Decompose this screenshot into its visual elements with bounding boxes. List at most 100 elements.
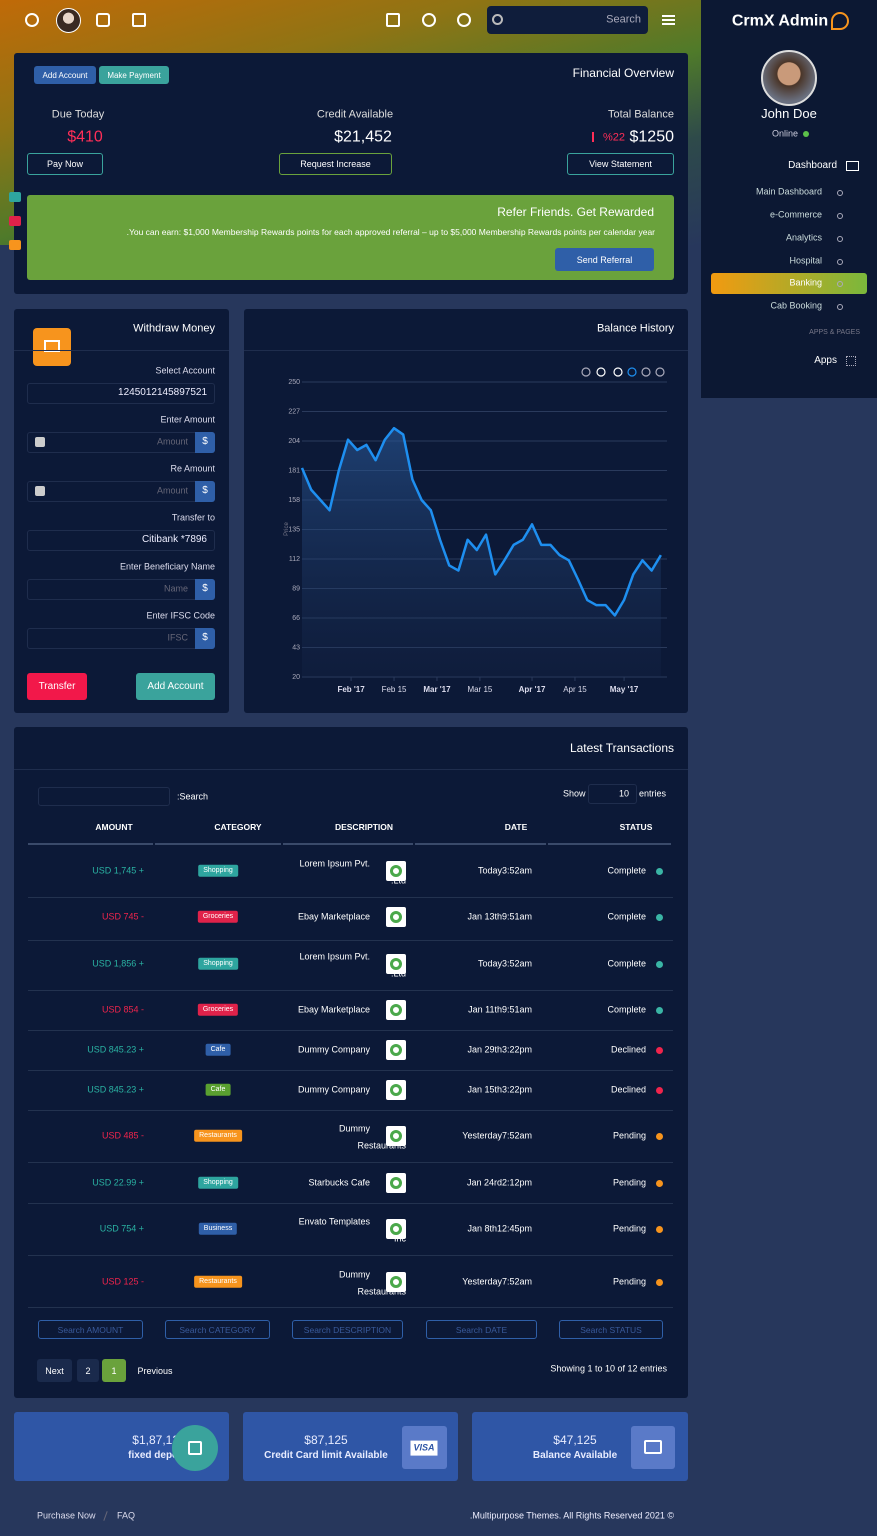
- addon-label: $: [202, 485, 208, 496]
- down-arrow: [592, 132, 594, 142]
- menu-item[interactable]: Banking: [789, 277, 822, 288]
- send-referral-btn[interactable]: Send Referral: [555, 248, 654, 271]
- menu-item[interactable]: e-Commerce: [769, 209, 822, 220]
- menu-icon: [662, 19, 675, 21]
- table-info: Showing 1 to 10 of 12 entries: [550, 1363, 667, 1374]
- input[interactable]: [27, 383, 215, 404]
- amount: USD 1,745 +: [92, 865, 144, 876]
- menu-bullet: [837, 281, 843, 287]
- icon: [457, 13, 471, 27]
- date: Today3:52am: [477, 865, 532, 876]
- row-border: [28, 1307, 673, 1308]
- column-search[interactable]: [426, 1320, 537, 1339]
- entries-select[interactable]: [588, 784, 637, 804]
- withdraw-icon: [33, 328, 71, 366]
- card-label: fixed deposit: [128, 1450, 190, 1461]
- input[interactable]: [27, 530, 215, 551]
- column-header[interactable]: DESCRIPTION: [334, 821, 394, 832]
- menu-icon: [662, 23, 675, 25]
- date: Jan 15th3:22pm: [467, 1084, 532, 1095]
- status-dot: [656, 1007, 663, 1014]
- date: Jan 11th9:51am: [468, 1004, 532, 1015]
- stat-label: Due Today: [51, 108, 105, 121]
- addon: [195, 579, 215, 600]
- transfer-btn[interactable]: Transfer: [27, 673, 87, 700]
- row-border: [28, 897, 673, 898]
- menu-item[interactable]: Cab Booking: [770, 300, 822, 311]
- menu-item[interactable]: Main Dashboard: [755, 186, 822, 197]
- menu-bullet: [837, 213, 843, 219]
- menu-bullet: [837, 236, 843, 242]
- card-icon-glyph: [188, 1441, 202, 1455]
- row-border: [28, 1203, 673, 1204]
- icon: [96, 13, 110, 27]
- column-search[interactable]: [38, 1320, 143, 1339]
- status: Pending: [612, 1223, 646, 1234]
- view-statement-btn[interactable]: View Statement: [567, 153, 674, 175]
- row-border: [28, 1162, 673, 1163]
- add-account-btn[interactable]: Add Account: [34, 66, 96, 84]
- column-header[interactable]: DATE: [504, 821, 528, 832]
- toolbar-icon: [627, 367, 637, 377]
- page-next[interactable]: Next: [37, 1359, 72, 1382]
- footer-link[interactable]: FAQ: [117, 1510, 136, 1521]
- brand: CrmX Admin: [731, 12, 829, 30]
- menu-icon: [662, 15, 675, 17]
- transactions-panel: [14, 727, 688, 1398]
- column-search[interactable]: [165, 1320, 270, 1339]
- column-search[interactable]: [559, 1320, 663, 1339]
- request-increase-btn[interactable]: Request Increase: [279, 153, 392, 175]
- card-icon-glyph: [644, 1440, 662, 1454]
- description: Lorem Ipsum Pvt.: [299, 951, 370, 962]
- icon: [422, 13, 436, 27]
- menu-bullet: [837, 190, 843, 196]
- addon-label: $: [202, 632, 208, 643]
- referral-title: Refer Friends. Get Rewarded: [497, 204, 654, 219]
- make-payment-btn[interactable]: Make Payment: [99, 66, 169, 84]
- page-previous[interactable]: Previous: [137, 1365, 173, 1376]
- search-input[interactable]: [38, 787, 170, 806]
- amount: USD 845.23 +: [87, 1084, 144, 1095]
- status-dot: [656, 961, 663, 968]
- menu-apps[interactable]: Apps: [814, 355, 837, 366]
- field-label: Enter Beneficiary Name: [119, 561, 215, 572]
- category-badge: Restaurants: [194, 1275, 242, 1289]
- page-2[interactable]: 2: [77, 1359, 99, 1382]
- menu-item[interactable]: Hospital: [789, 255, 822, 266]
- avatar: [56, 8, 81, 33]
- side-icon: [9, 240, 21, 250]
- x-tick-label: Mar 15: [467, 685, 492, 694]
- page-1[interactable]: 1: [102, 1359, 126, 1382]
- column-search-placeholder: Search CATEGORY: [179, 1324, 256, 1335]
- description: Dummy: [339, 1269, 370, 1280]
- row-border: [28, 1030, 673, 1031]
- column-header[interactable]: STATUS: [619, 821, 653, 832]
- column-header[interactable]: CATEGORY: [214, 821, 262, 832]
- divider: [14, 350, 229, 351]
- status-dot: [656, 1087, 663, 1094]
- column-search-placeholder: Search STATUS: [580, 1324, 642, 1335]
- footer-link[interactable]: Purchase Now: [37, 1510, 96, 1521]
- field-label: Enter IFSC Code: [146, 610, 215, 621]
- y-tick-label: 227: [288, 409, 300, 416]
- category-badge: Cafe: [205, 1083, 231, 1097]
- amount: USD 854 -: [101, 1004, 144, 1015]
- column-search[interactable]: [292, 1320, 403, 1339]
- merchant-glyph: [390, 1084, 402, 1096]
- category-badge: Groceries: [197, 1003, 239, 1017]
- description: Envato Templates: [298, 1216, 370, 1227]
- description: Restaurants: [357, 1140, 406, 1151]
- withdraw-glyph: [44, 340, 60, 352]
- description: Restaurants: [357, 1286, 406, 1297]
- menu-dashboard[interactable]: Dashboard: [788, 160, 837, 171]
- status: Complete: [607, 958, 646, 969]
- header-border: [415, 843, 546, 845]
- menu-item[interactable]: Analytics: [785, 232, 822, 243]
- column-header[interactable]: AMOUNT: [95, 821, 133, 832]
- pay-now-btn[interactable]: Pay Now: [27, 153, 103, 175]
- date: Jan 13th9:51am: [467, 911, 532, 922]
- dashboard-icon: [846, 161, 859, 171]
- line: [300, 426, 662, 617]
- add-account-btn[interactable]: Add Account: [136, 673, 215, 700]
